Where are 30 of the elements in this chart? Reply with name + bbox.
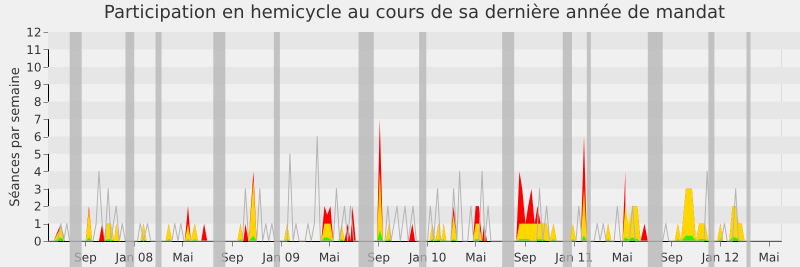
x-tick-label: Sep — [514, 250, 536, 264]
x-tick-label: Mai — [318, 250, 340, 264]
y-tick-label: 6 — [34, 130, 42, 144]
y-tick-label: 2 — [34, 200, 42, 214]
y-tick-label: 11 — [26, 42, 42, 57]
x-tick-label: Sep — [74, 250, 97, 264]
x-tick-label: Mai — [465, 250, 486, 264]
y-tick-label: 12 — [26, 26, 42, 40]
y-tick-label: 3 — [34, 182, 42, 196]
x-tick-label: Mai — [612, 250, 633, 264]
x-tick-label: Jan 10 — [408, 250, 446, 264]
y-tick-label: 10 — [26, 60, 42, 74]
chart-title: Participation en hemicycle au cours de sa dernière année de mandat — [104, 2, 726, 23]
x-tick-label: Sep — [367, 250, 390, 264]
y-tick-label: 0 — [34, 234, 42, 248]
y-axis-title: Séances par semaine — [8, 67, 24, 207]
x-tick-label: Jan 11 — [554, 250, 593, 264]
x-tick-label: Sep — [660, 250, 683, 264]
x-tick-label: Mai — [172, 250, 194, 264]
x-tick-label: Mai — [758, 250, 780, 264]
x-tick-label: Jan 12 — [700, 250, 740, 264]
y-tick-label: 5 — [34, 147, 42, 162]
y-tick-label: 4 — [34, 164, 42, 179]
x-tick-label: Sep — [220, 250, 244, 264]
y-tick-label: 1 — [34, 217, 42, 232]
x-tick-label: Jan 09 — [261, 250, 300, 264]
y-tick-label: 8 — [34, 95, 42, 110]
x-tick-label: Jan 08 — [114, 250, 154, 264]
y-tick-label: 7 — [34, 112, 42, 127]
y-tick-label: 9 — [34, 78, 42, 92]
